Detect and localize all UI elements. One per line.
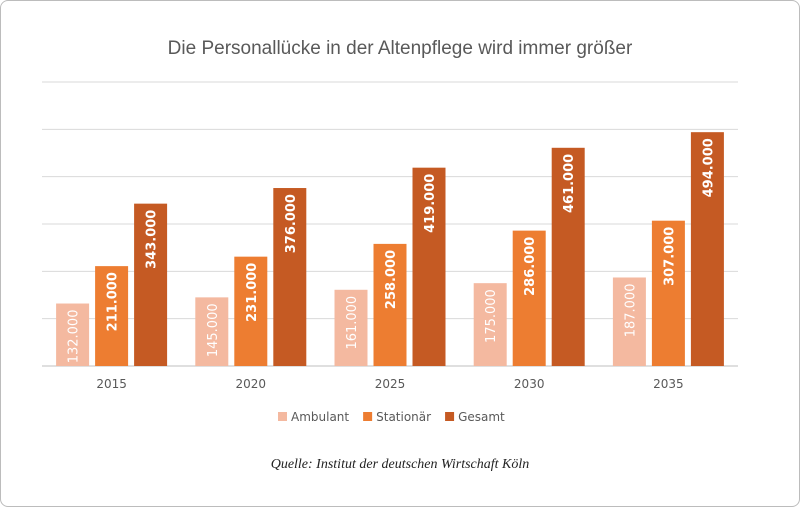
bar-gesamt-2020 <box>273 188 307 366</box>
bar-gesamt-2030 <box>551 147 585 366</box>
data-label: 461.000 <box>562 154 577 213</box>
source-note: Quelle: Institut der deutschen Wirtschaf… <box>271 457 530 472</box>
data-label: 343.000 <box>145 210 160 269</box>
bar-gesamt-2015 <box>134 203 168 366</box>
chart-title: Die Personallücke in der Altenpflege wir… <box>168 38 633 59</box>
data-label: 132.000 <box>67 310 82 364</box>
data-label: 419.000 <box>423 174 438 233</box>
data-label: 307.000 <box>662 227 677 286</box>
data-label: 145.000 <box>206 303 221 357</box>
legend-swatch <box>363 412 373 421</box>
bar-ambulant-2030 <box>473 283 507 366</box>
x-tick-label: 2025 <box>375 377 406 391</box>
bar-ambulant-2035 <box>612 277 646 366</box>
data-label: 231.000 <box>245 263 260 322</box>
x-tick-label: 2020 <box>236 377 267 391</box>
data-label: 286.000 <box>523 237 538 296</box>
legend-label: Ambulant <box>291 410 349 424</box>
bar-gesamt-2025 <box>412 167 446 366</box>
bar-ambulant-2020 <box>195 297 229 366</box>
data-label: 211.000 <box>106 272 121 331</box>
legend-label: Gesamt <box>458 410 505 424</box>
data-label: 175.000 <box>484 289 499 343</box>
legend-swatch <box>445 412 455 421</box>
bar-gesamt-2035 <box>690 132 724 366</box>
x-tick-label: 2030 <box>514 377 545 391</box>
x-tick-label: 2035 <box>653 377 684 391</box>
legend-label: Stationär <box>376 410 431 424</box>
legend-swatch <box>278 412 287 421</box>
data-label: 258.000 <box>384 250 399 309</box>
bar-stationär-2015 <box>95 266 129 366</box>
bar-ambulant-2025 <box>334 289 368 366</box>
data-label: 161.000 <box>345 296 360 350</box>
data-label: 494.000 <box>701 138 716 197</box>
bar-stationär-2035 <box>651 220 685 366</box>
x-tick-label: 2015 <box>96 377 127 391</box>
bar-ambulant-2015 <box>56 303 90 366</box>
bar-stationär-2030 <box>512 230 546 366</box>
data-label: 376.000 <box>284 194 299 253</box>
bar-stationär-2025 <box>373 243 407 366</box>
data-label: 187.000 <box>623 283 638 337</box>
bar-stationär-2020 <box>234 256 268 366</box>
